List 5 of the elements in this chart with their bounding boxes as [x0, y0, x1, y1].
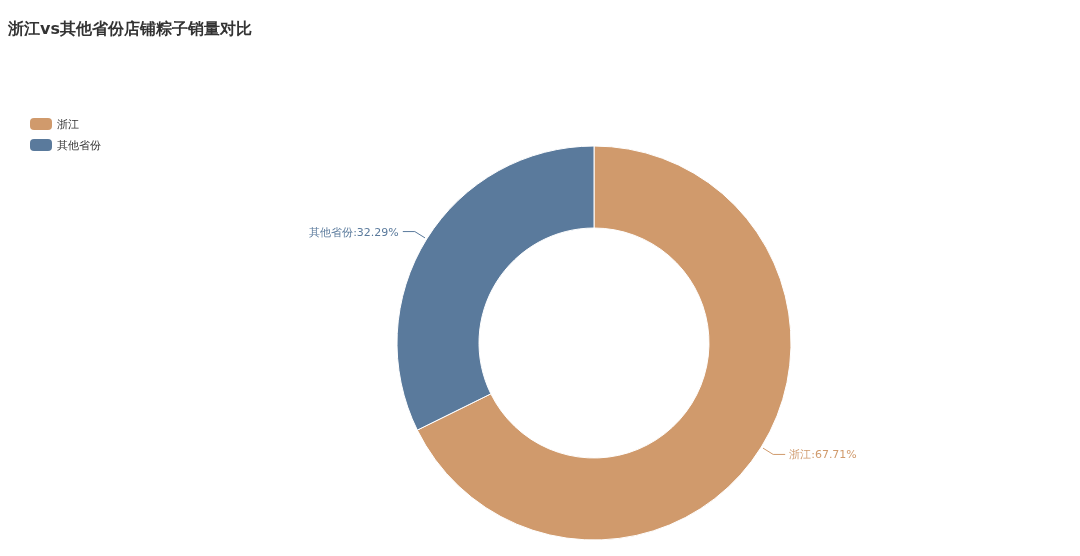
- legend-label: 浙江: [57, 118, 79, 131]
- chart-title: 浙江vs其他省份店铺粽子销量对比: [7, 19, 252, 38]
- data-label: 其他省份:32.29%: [309, 225, 399, 239]
- legend-label: 其他省份: [57, 139, 101, 152]
- data-label: 浙江:67.71%: [789, 448, 857, 462]
